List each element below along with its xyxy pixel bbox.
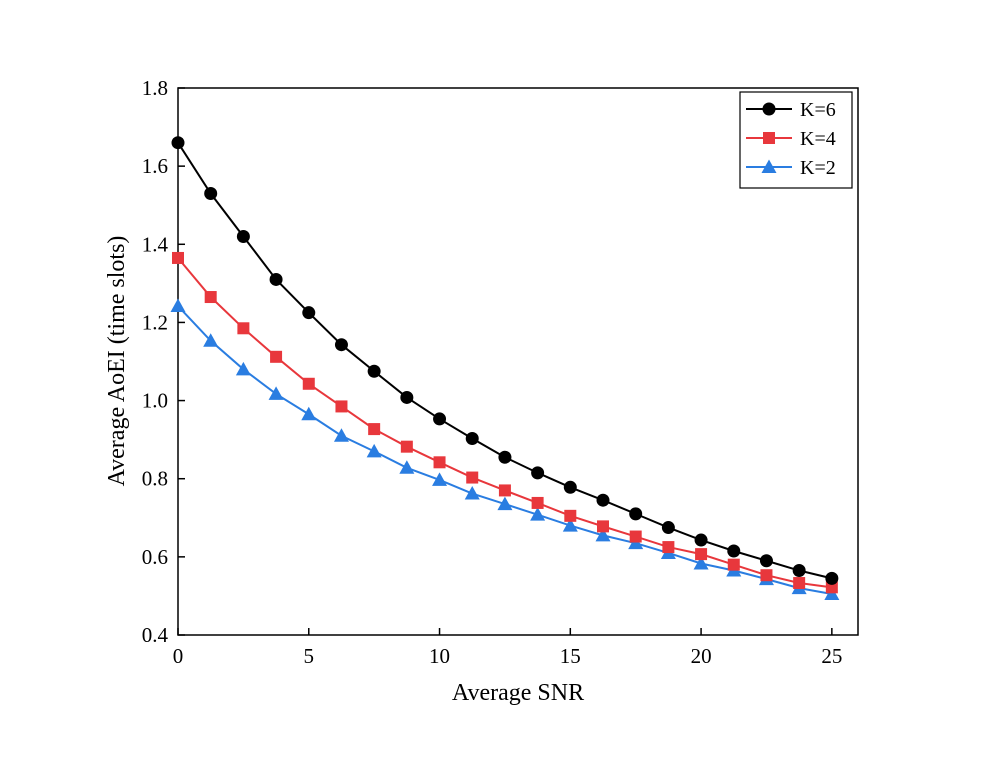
data-point-k4: [433, 456, 446, 469]
legend-item-k2: K=2: [746, 157, 836, 179]
data-point-k2: [366, 443, 382, 458]
data-point-k4: [335, 400, 348, 413]
data-point-k4: [172, 251, 184, 264]
series-k2: [170, 298, 840, 600]
data-point-k6: [596, 493, 610, 507]
data-point-k2: [203, 333, 219, 347]
legend-label: K=2: [800, 157, 836, 179]
data-point-k2: [432, 472, 448, 486]
data-point-k2: [170, 298, 186, 313]
data-point-k4: [466, 471, 479, 484]
legend-label: K=6: [800, 99, 836, 121]
data-point-k6: [694, 533, 708, 547]
series-k6: [171, 136, 839, 585]
data-point-k6: [433, 412, 447, 426]
data-point-k6: [171, 136, 185, 150]
y-axis-title: Average AoEI (time slots): [104, 236, 130, 487]
data-point-k6: [334, 338, 348, 352]
data-point-k6: [498, 450, 512, 464]
data-point-k6: [629, 507, 643, 521]
data-point-k6: [236, 229, 250, 243]
y-tick-label: 0.6: [142, 545, 168, 569]
data-point-k6: [465, 431, 479, 445]
y-tick-label: 1.0: [142, 389, 168, 413]
legend-marker: [762, 102, 776, 116]
data-point-k6: [825, 571, 839, 585]
axis-ticks: 0 5 10 15 20 25 0.4 0.6 0.8 1.0 1.2 1.4 1.6 1.8: [142, 76, 843, 668]
y-tick-label: 1.2: [142, 310, 168, 334]
data-point-k4: [400, 440, 413, 453]
data-point-k4: [793, 577, 806, 590]
data-point-k2: [693, 555, 709, 570]
y-tick-label: 1.8: [142, 76, 168, 100]
data-point-k4: [531, 496, 544, 509]
y-tick-label: 0.8: [142, 467, 168, 491]
legend-label: K=4: [800, 128, 836, 150]
data-point-k4: [597, 520, 609, 533]
data-point-k4: [270, 350, 283, 363]
data-point-k6: [269, 272, 283, 286]
data-point-k4: [368, 423, 381, 436]
data-point-k4: [302, 377, 315, 390]
data-point-k6: [727, 544, 741, 558]
data-point-k2: [530, 507, 546, 521]
data-point-k4: [662, 541, 675, 554]
series-layer: [170, 136, 840, 600]
data-point-k4: [204, 291, 217, 304]
data-point-k6: [759, 554, 773, 568]
y-tick-label: 1.6: [142, 154, 168, 178]
series-k4: [172, 251, 838, 594]
legend: K=6 K=4 K=2: [739, 91, 853, 189]
data-point-k2: [464, 486, 480, 500]
data-point-k2: [268, 386, 284, 400]
data-point-k6: [204, 186, 218, 200]
data-point-k2: [399, 460, 415, 474]
data-point-k2: [562, 518, 578, 532]
data-point-k4: [498, 484, 511, 497]
data-point-k2: [595, 527, 611, 542]
data-point-k6: [531, 466, 545, 480]
data-point-k2: [497, 496, 513, 511]
legend-item-k6: K=6: [746, 99, 836, 121]
series-line-k4: [177, 257, 832, 589]
data-point-k2: [301, 406, 317, 421]
data-point-k6: [563, 480, 577, 494]
plot-frame: [177, 87, 859, 636]
legend-item-k4: K=4: [746, 128, 836, 150]
y-tick-label: 0.4: [142, 623, 169, 647]
data-point-k4: [629, 530, 642, 543]
data-point-k6: [792, 564, 806, 578]
data-point-k4: [564, 509, 577, 522]
data-point-k6: [367, 364, 381, 378]
data-point-k4: [695, 548, 708, 561]
x-axis-title: Average SNR: [452, 680, 584, 706]
x-tick-label: 20: [691, 644, 712, 668]
data-point-k4: [237, 322, 250, 335]
data-point-k4: [760, 569, 773, 582]
data-point-k2: [333, 428, 349, 442]
data-point-k6: [661, 521, 675, 535]
data-point-k4: [727, 558, 740, 571]
x-tick-label: 10: [429, 644, 450, 668]
x-tick-label: 25: [821, 644, 842, 668]
x-tick-label: 5: [304, 644, 315, 668]
x-tick-label: 15: [560, 644, 581, 668]
y-tick-label: 1.4: [142, 232, 169, 256]
legend-marker: [761, 159, 777, 173]
legend-marker: [763, 132, 775, 144]
data-point-k4: [825, 581, 838, 594]
x-tick-label: 0: [173, 644, 184, 668]
data-point-k6: [302, 306, 316, 320]
data-point-k2: [235, 361, 251, 376]
data-point-k6: [400, 390, 414, 404]
